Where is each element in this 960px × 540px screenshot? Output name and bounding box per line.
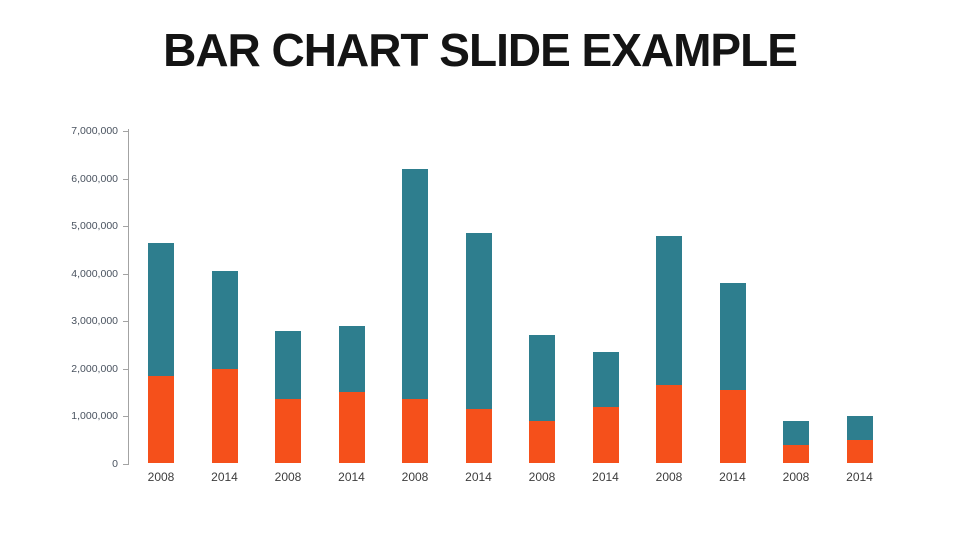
x-axis-label: 2014	[338, 470, 365, 484]
x-axis-label: 2014	[846, 470, 873, 484]
y-axis-tick-label: 7,000,000	[71, 125, 118, 138]
bar-segment-orange-bottom	[465, 408, 492, 464]
bar-segment-teal-top	[148, 242, 174, 376]
y-axis-tick-label: 4,000,000	[71, 267, 118, 280]
y-axis-tick-label: 2,000,000	[71, 362, 118, 375]
bar-segment-orange-bottom	[402, 399, 428, 464]
bar-segment-orange-bottom	[656, 385, 682, 464]
x-axis-label: 2014	[592, 470, 619, 484]
y-axis-tick	[122, 321, 128, 323]
y-axis-tick	[122, 463, 128, 465]
bar-segment-teal-top	[783, 420, 809, 445]
x-axis-label: 2014	[465, 470, 492, 484]
bar-segment-orange-bottom	[529, 420, 555, 464]
bar-segment-teal-top	[402, 169, 428, 400]
bar-segment-orange-bottom	[338, 392, 365, 464]
y-axis-tick	[122, 178, 128, 180]
bar-segment-teal-top	[656, 235, 682, 386]
bar-segment-orange-bottom	[211, 368, 238, 464]
y-axis-tick-label: 1,000,000	[71, 410, 118, 423]
x-axis-label: 2008	[528, 470, 556, 484]
x-axis-label: 2014	[719, 470, 746, 484]
x-axis-label: 2008	[782, 470, 810, 484]
y-axis-tick-label: 3,000,000	[71, 315, 118, 328]
x-axis-label: 2008	[401, 470, 429, 484]
y-axis-tick-label: 5,000,000	[71, 220, 118, 233]
bar-segment-teal-top	[211, 271, 238, 369]
bar-segment-orange-bottom	[275, 399, 301, 464]
x-axis-label: 2008	[147, 470, 175, 484]
bar-segment-teal-top	[846, 416, 873, 440]
bar-segment-teal-top	[465, 233, 492, 409]
slide-title: BAR CHART SLIDE EXAMPLE	[163, 24, 798, 76]
bar-segment-teal-top	[275, 330, 301, 400]
x-axis-label: 2014	[211, 470, 238, 484]
bar-segment-teal-top	[338, 325, 365, 393]
bar-segment-teal-top	[592, 352, 619, 407]
y-axis-tick-label: 0	[112, 457, 118, 470]
bar-segment-orange-bottom	[719, 389, 746, 464]
y-axis-tick	[122, 416, 128, 418]
y-axis-tick	[122, 226, 128, 228]
bar-segment-orange-bottom	[592, 406, 619, 464]
y-axis-line	[127, 128, 129, 465]
y-axis-tick	[122, 131, 128, 133]
bar-segment-teal-top	[529, 335, 555, 421]
x-axis-label: 2008	[274, 470, 302, 484]
bar-segment-orange-bottom	[783, 444, 809, 464]
y-axis-tick	[122, 273, 128, 275]
x-axis-label: 2008	[655, 470, 683, 484]
bar-segment-orange-bottom	[846, 439, 873, 464]
bar-segment-teal-top	[719, 283, 746, 390]
y-axis-tick	[122, 368, 128, 370]
y-axis-tick-label: 6,000,000	[71, 172, 118, 185]
bar-segment-orange-bottom	[148, 375, 174, 464]
